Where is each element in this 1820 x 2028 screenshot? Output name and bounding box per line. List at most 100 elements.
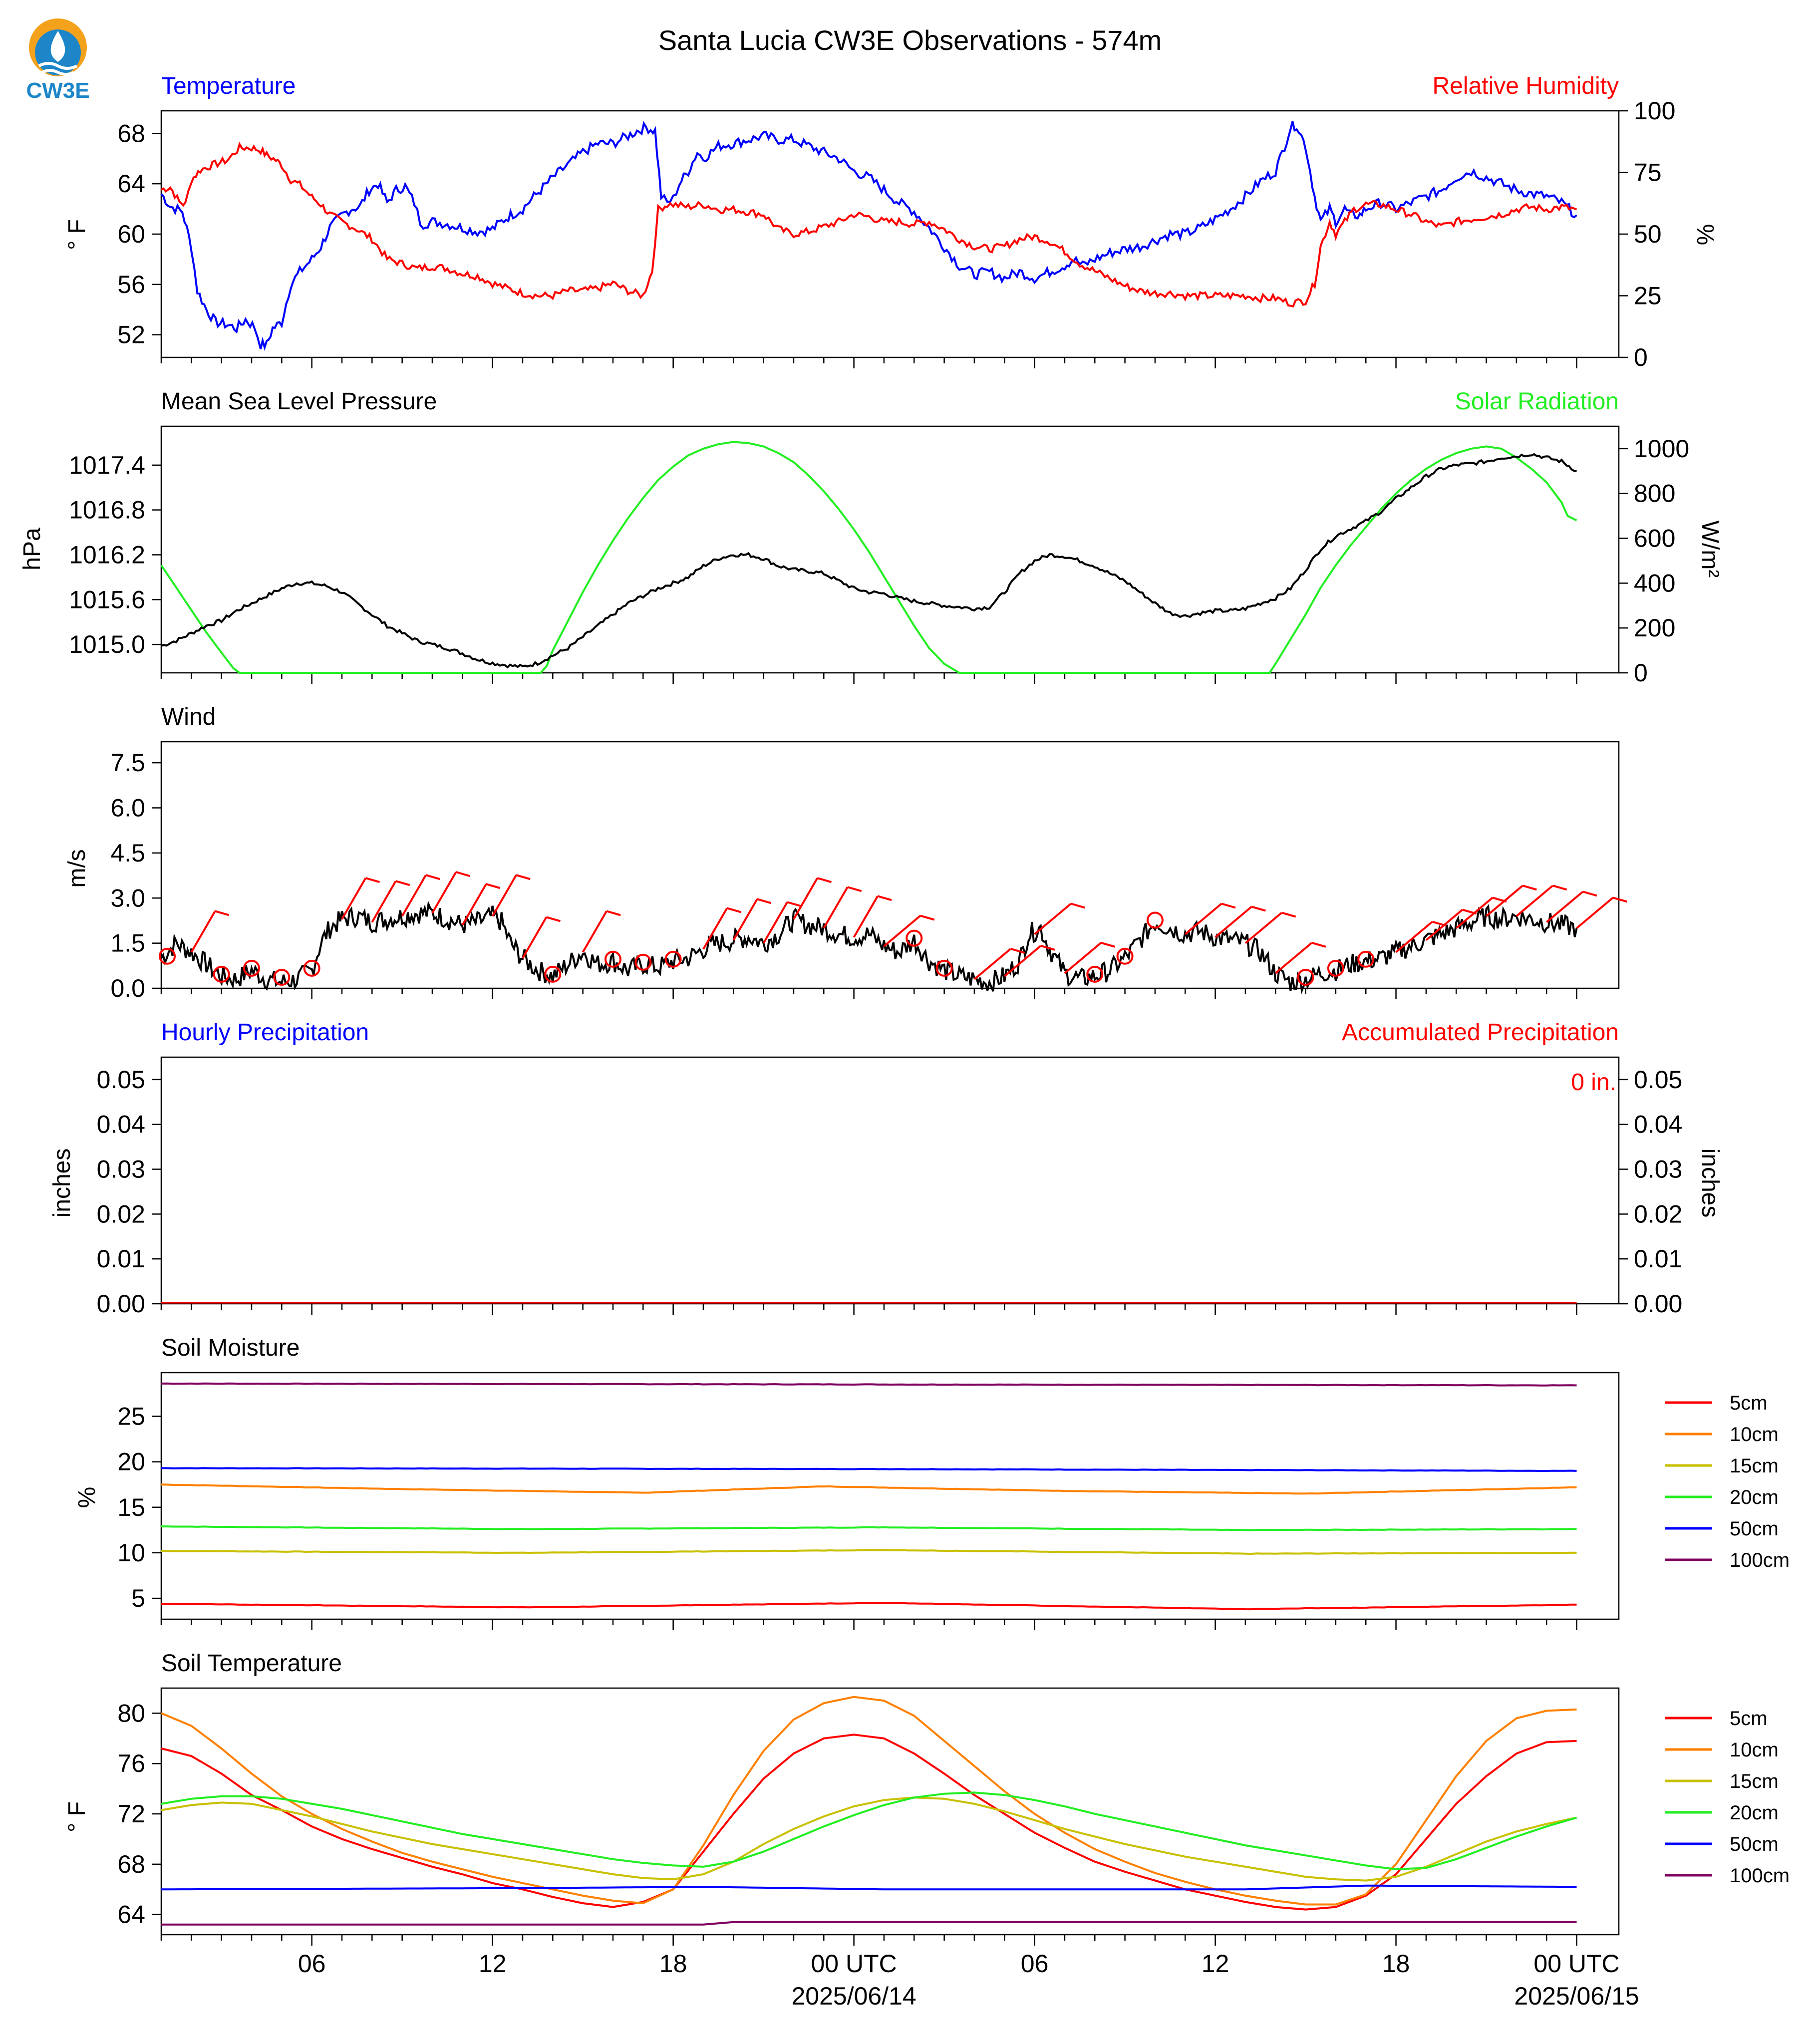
wind-barb bbox=[461, 883, 487, 926]
y2-tick-label: 400 bbox=[1634, 569, 1675, 597]
y-tick-label: 64 bbox=[117, 1901, 145, 1929]
wind-barb-flag bbox=[425, 874, 440, 880]
legend-label: 5cm bbox=[1730, 1392, 1768, 1414]
legend-label: 100cm bbox=[1730, 1865, 1790, 1887]
cw3e-logo: CW3E bbox=[26, 18, 90, 103]
pressure-panel: Mean Sea Level Pressure Solar Radiation … bbox=[19, 388, 1723, 674]
soil-temperature-ylabel: ° F bbox=[64, 1801, 90, 1832]
cw3e-drop-logo-icon bbox=[50, 31, 65, 62]
precip-plot-frame bbox=[160, 1056, 1620, 1305]
wind-barb bbox=[1034, 902, 1072, 935]
soil-temperature-panel: Soil Temperature ° F 5cm 10cm 15cm 20cm 50cm… bbox=[64, 1650, 1790, 1936]
wind-barb-flag bbox=[757, 898, 772, 904]
pressure-title: Mean Sea Level Pressure bbox=[161, 388, 437, 415]
soil-moisture-ylabel: % bbox=[74, 1487, 100, 1508]
wind-barb bbox=[491, 874, 517, 917]
wind-barb bbox=[1003, 945, 1042, 977]
y2-tick-label: 0.02 bbox=[1634, 1200, 1682, 1228]
y2-tick-label: 0 bbox=[1634, 343, 1648, 371]
x-tick-label: 00 UTC bbox=[811, 1950, 897, 1978]
calm-wind-marker bbox=[1146, 911, 1164, 929]
wind-barb bbox=[522, 916, 548, 959]
y-tick-label: 1017.4 bbox=[69, 451, 145, 479]
humidity-title: Relative Humidity bbox=[1433, 73, 1619, 99]
y-tick-label: 72 bbox=[117, 1800, 145, 1828]
precip-ylabel-left: inches bbox=[49, 1149, 75, 1218]
x-tick-label: 06 bbox=[1021, 1950, 1049, 1978]
y-tick-label: 1015.0 bbox=[69, 630, 145, 658]
y2-tick-label: 1000 bbox=[1634, 435, 1689, 463]
wind-barb-flag bbox=[817, 877, 832, 883]
y-tick-label: 20 bbox=[117, 1448, 145, 1476]
y-tick-label: 1016.2 bbox=[69, 541, 145, 569]
calm-wind-marker bbox=[1357, 950, 1375, 968]
wind-barb bbox=[190, 910, 216, 953]
solar-ylabel: W/m² bbox=[1697, 521, 1723, 578]
wind-barb-flag bbox=[1101, 941, 1116, 948]
pressure-series-line bbox=[161, 453, 1577, 669]
calm-wind-marker bbox=[243, 959, 260, 977]
y2-tick-label: 200 bbox=[1634, 614, 1675, 642]
y-tick-label: 64 bbox=[117, 170, 145, 198]
legend-label: 15cm bbox=[1730, 1770, 1779, 1792]
wind-barb-flag bbox=[1251, 905, 1266, 912]
wind-barb bbox=[1576, 896, 1614, 929]
wind-barb-flag bbox=[1522, 884, 1537, 891]
wind-barb-flag bbox=[847, 886, 862, 892]
calm-wind-marker bbox=[1297, 968, 1314, 986]
accum-precip-title: Accumulated Precipitation bbox=[1342, 1019, 1619, 1046]
wind-barb bbox=[1425, 909, 1463, 941]
wind-barb bbox=[762, 901, 788, 944]
soil-moisture-panel: Soil Moisture % 5cm 10cm 15cm 20cm 50cm 100cm bbox=[74, 1335, 1790, 1620]
wind-barb-flag bbox=[546, 916, 561, 922]
soil-temperature-plot-frame bbox=[160, 1687, 1620, 1936]
y-tick-label: 25 bbox=[117, 1402, 145, 1430]
wind-barb-flag bbox=[1552, 884, 1567, 891]
humidity-series-line bbox=[161, 141, 1577, 307]
x-tick-label: 12 bbox=[1202, 1950, 1229, 1978]
y-tick-label: 0.03 bbox=[97, 1156, 145, 1183]
wind-barb bbox=[1244, 912, 1282, 944]
legend-label: 10cm bbox=[1730, 1739, 1779, 1761]
calm-wind-marker bbox=[303, 959, 320, 977]
wind-barb-flag bbox=[455, 871, 471, 877]
temperature-title: Temperature bbox=[161, 73, 296, 99]
wind-barb bbox=[853, 895, 879, 938]
calm-wind-marker bbox=[604, 950, 621, 968]
calm-wind-marker bbox=[213, 965, 230, 983]
wind-barb bbox=[973, 948, 1011, 980]
y-tick-label: 15 bbox=[117, 1493, 145, 1521]
calm-wind-marker bbox=[1086, 965, 1104, 983]
wind-barb bbox=[1274, 942, 1313, 974]
wind-barb-flag bbox=[215, 910, 230, 916]
y2-tick-label: 0.01 bbox=[1634, 1245, 1682, 1273]
hourly-precip-title: Hourly Precipitation bbox=[161, 1019, 369, 1046]
calm-wind-marker bbox=[1116, 947, 1134, 965]
legend-label: 50cm bbox=[1730, 1518, 1779, 1540]
y2-tick-label: 0.04 bbox=[1634, 1111, 1682, 1139]
y-tick-label: 3.0 bbox=[110, 884, 145, 912]
y-tick-label: 76 bbox=[117, 1749, 145, 1777]
y-tick-label: 68 bbox=[117, 119, 145, 147]
humidity-ylabel: % bbox=[1692, 224, 1718, 246]
y2-tick-label: 0.03 bbox=[1634, 1156, 1682, 1183]
calm-wind-marker bbox=[159, 947, 176, 965]
wind-barb-flag bbox=[1612, 896, 1627, 903]
y2-tick-label: 100 bbox=[1634, 97, 1675, 125]
wind-barb-flag bbox=[365, 877, 380, 883]
soil-temperature-legend: 5cm 10cm 15cm 20cm 50cm 100cm bbox=[1665, 1708, 1790, 1887]
legend-label: 100cm bbox=[1730, 1549, 1790, 1571]
wind-barb bbox=[793, 877, 819, 920]
wind-barb-flag bbox=[486, 883, 501, 889]
wind-barb bbox=[1184, 902, 1222, 935]
soil-moisture-legend: 5cm 10cm 15cm 20cm 50cm 100cm bbox=[1665, 1392, 1790, 1571]
wind-barb bbox=[732, 898, 758, 941]
y-tick-label: 7.5 bbox=[110, 749, 145, 777]
x-tick-label: 18 bbox=[1382, 1950, 1410, 1978]
calm-wind-marker bbox=[664, 950, 682, 968]
solar-series-line bbox=[160, 441, 1577, 674]
x-tick-label: 12 bbox=[479, 1950, 507, 1978]
soil-temp-line-100cm bbox=[161, 1921, 1577, 1926]
y2-tick-label: 0 bbox=[1634, 659, 1648, 687]
